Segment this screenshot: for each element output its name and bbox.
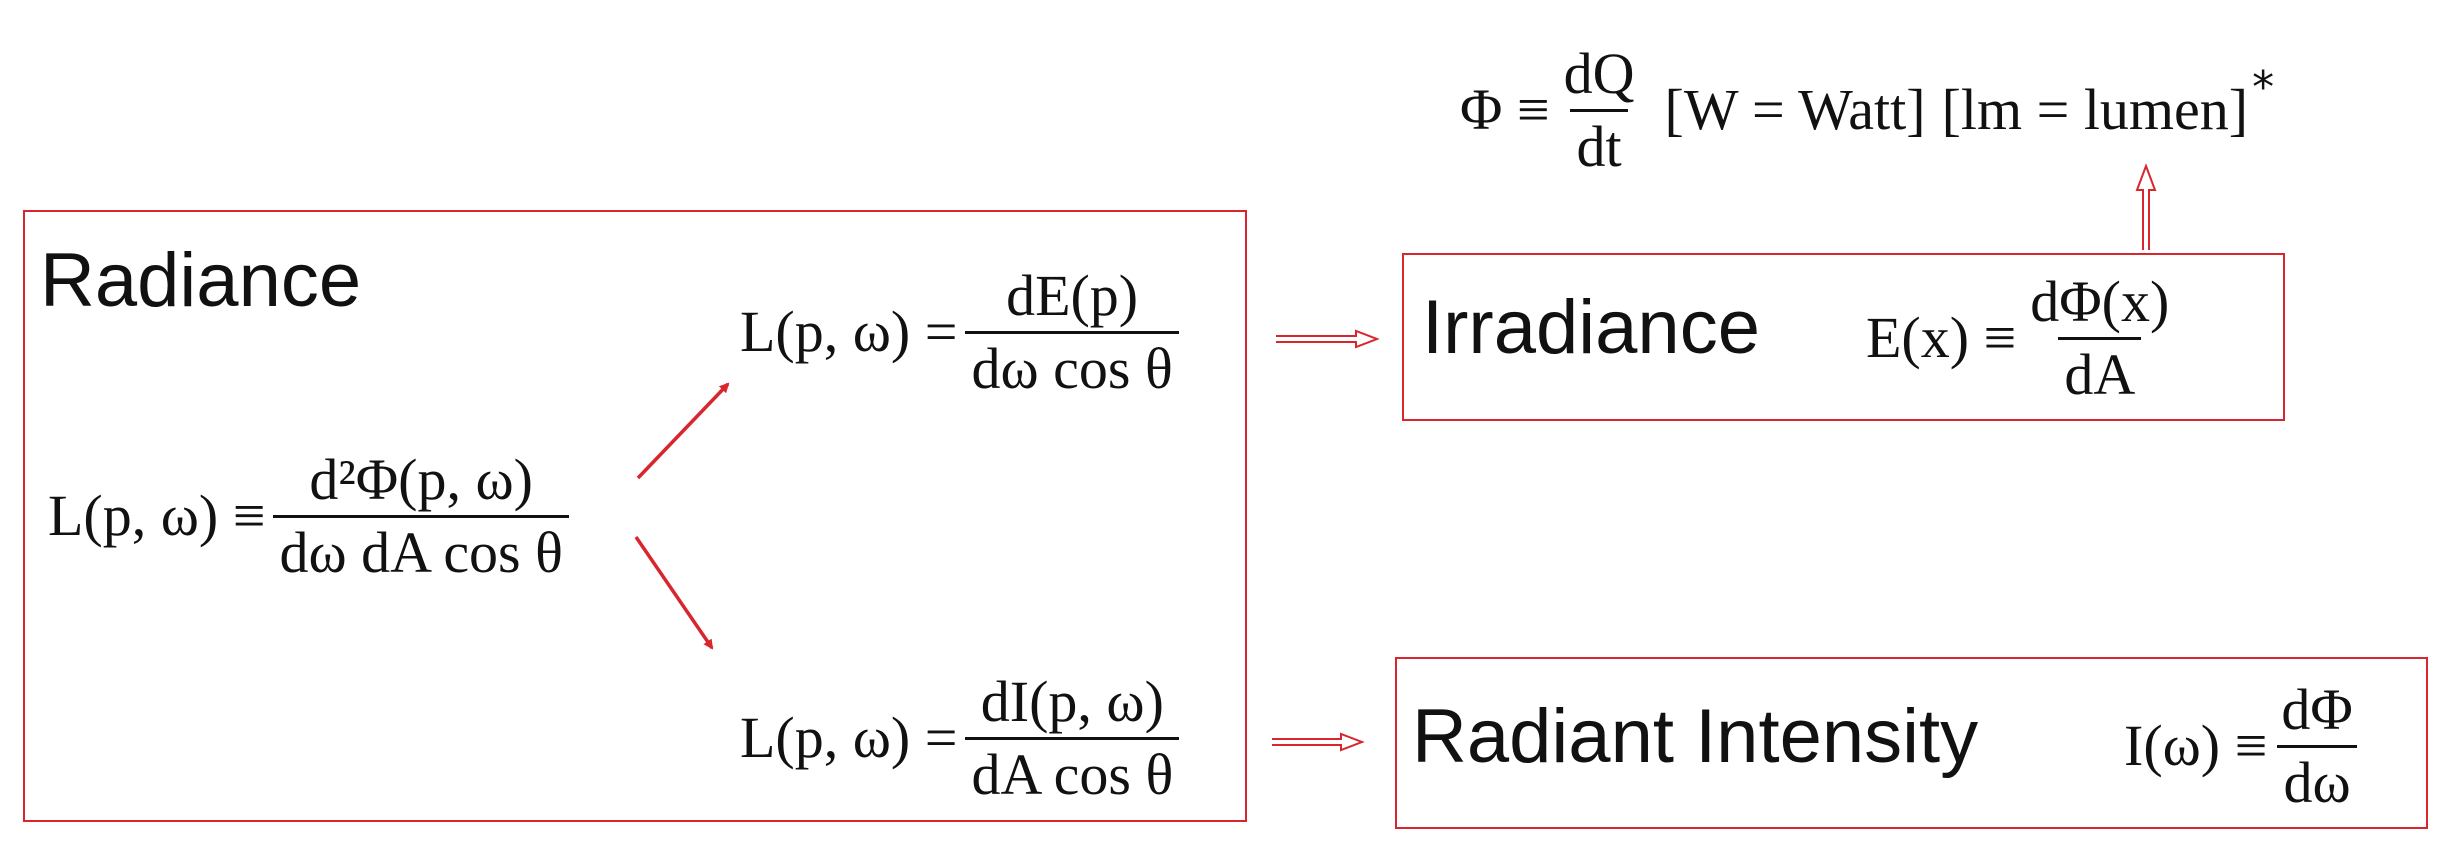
radiance-irradiance-form: L(p, ω) = dE(p) dω cos θ bbox=[740, 262, 1187, 402]
radiance-lower-denominator: dA cos θ bbox=[965, 736, 1180, 804]
radiance-lower-numerator: dI(p, ω) bbox=[980, 668, 1164, 734]
irradiance-equation: E(x) ≡ dΦ(x) dA bbox=[1866, 268, 2183, 408]
flux-equation: Φ ≡ dQ dt [W = Watt] [lm = lumen] * bbox=[1460, 40, 2274, 180]
radiance-upper-denominator: dω cos θ bbox=[965, 330, 1179, 398]
flux-lhs: Φ ≡ bbox=[1460, 77, 1550, 142]
radiant-intensity-title: Radiant Intensity bbox=[1412, 694, 1979, 779]
radiance-def-denominator: dω dA cos θ bbox=[273, 514, 569, 582]
radiance-definition: L(p, ω) ≡ d²Φ(p, ω) dω dA cos θ bbox=[48, 446, 577, 586]
radiance-lower-fraction: dI(p, ω) dA cos θ bbox=[965, 668, 1180, 804]
arrow-to-irradiance-form bbox=[636, 382, 730, 480]
radiant-intensity-equation: I(ω) ≡ dΦ dω bbox=[2124, 676, 2367, 816]
radiance-upper-numerator: dE(p) bbox=[1006, 262, 1139, 328]
irradiance-fraction: dΦ(x) dA bbox=[2024, 268, 2175, 404]
irradiance-lhs: E(x) ≡ bbox=[1866, 305, 2017, 370]
open-arrow-to-lumen bbox=[2135, 163, 2157, 250]
radiance-title: Radiance bbox=[40, 238, 362, 323]
irradiance-denominator: dA bbox=[2058, 336, 2142, 404]
radiance-def-fraction: d²Φ(p, ω) dω dA cos θ bbox=[273, 446, 569, 582]
footnote-star: * bbox=[2252, 62, 2275, 113]
intensity-numerator: dΦ bbox=[2281, 676, 2353, 742]
flux-fraction: dQ dt bbox=[1558, 40, 1641, 176]
flux-denominator: dt bbox=[1570, 108, 1628, 176]
flux-numerator: dQ bbox=[1563, 40, 1635, 106]
intensity-fraction: dΦ dω bbox=[2275, 676, 2358, 812]
radiance-def-numerator: d²Φ(p, ω) bbox=[309, 446, 533, 512]
radiance-upper-fraction: dE(p) dω cos θ bbox=[965, 262, 1179, 398]
radiance-lower-lhs: L(p, ω) = bbox=[740, 705, 958, 770]
arrow-to-intensity-form bbox=[634, 536, 714, 650]
radiance-box bbox=[23, 210, 1247, 822]
intensity-denominator: dω bbox=[2277, 744, 2357, 812]
irradiance-title: Irradiance bbox=[1422, 285, 1760, 370]
radiance-intensity-form: L(p, ω) = dI(p, ω) dA cos θ bbox=[740, 668, 1187, 808]
open-arrow-to-irradiance bbox=[1276, 329, 1380, 349]
radiance-upper-lhs: L(p, ω) = bbox=[740, 299, 958, 364]
open-arrow-to-intensity bbox=[1272, 732, 1365, 752]
irradiance-numerator: dΦ(x) bbox=[2030, 268, 2170, 334]
radiance-def-lhs: L(p, ω) ≡ bbox=[48, 483, 266, 548]
flux-unit-watt: [W = Watt] bbox=[1664, 77, 1926, 142]
irradiance-box bbox=[1402, 253, 2285, 421]
radiant-intensity-box bbox=[1395, 657, 2428, 829]
flux-unit-lumen: [lm = lumen] bbox=[1941, 77, 2249, 142]
intensity-lhs: I(ω) ≡ bbox=[2124, 713, 2268, 778]
